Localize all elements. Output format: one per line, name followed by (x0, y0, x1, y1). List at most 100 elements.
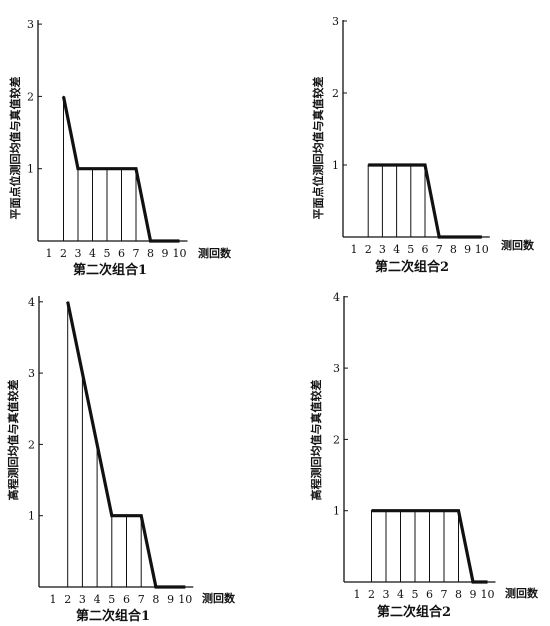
x-tick-label: 1 (354, 588, 361, 601)
data-point (396, 164, 398, 166)
x-tick-label: 3 (383, 588, 390, 601)
x-tick-label: 4 (94, 593, 101, 606)
x-tick-label: 7 (436, 243, 443, 256)
x-tick-label: 10 (475, 243, 489, 256)
x-axis-label: 测回数 (202, 591, 236, 605)
x-tick-label: 8 (450, 243, 457, 256)
data-point (486, 581, 489, 583)
data-point (367, 164, 369, 166)
x-tick-label: 7 (441, 588, 448, 601)
y-tick-label: 1 (28, 510, 35, 523)
y-axis-label: 平面点位测回均值与真值较差 (8, 77, 22, 220)
y-tick-label: 4 (333, 291, 340, 304)
x-tick-label: 4 (397, 588, 404, 601)
x-tick-label: 3 (75, 247, 82, 260)
x-tick-label: 10 (178, 593, 192, 606)
data-point (381, 164, 383, 166)
data-point (125, 515, 128, 517)
data-point (67, 301, 69, 303)
x-tick-label: 7 (138, 593, 145, 606)
data-point (149, 240, 152, 242)
data-point (77, 168, 79, 170)
x-tick-label: 1 (50, 593, 57, 606)
x-tick-label: 6 (426, 588, 433, 601)
x-tick-label: 9 (464, 243, 471, 256)
x-tick-label: 8 (152, 593, 159, 606)
data-point (452, 236, 454, 238)
y-tick-label: 1 (332, 159, 339, 172)
x-tick-label: 5 (407, 243, 414, 256)
data-point (135, 168, 137, 170)
x-tick-label: 1 (351, 243, 358, 256)
x-tick-label: 6 (123, 593, 130, 606)
x-tick-label: 2 (368, 588, 375, 601)
data-point (467, 236, 469, 238)
y-axis-label: 高程测回均值与真值较差 (6, 380, 20, 501)
x-tick-label: 3 (379, 243, 386, 256)
x-tick-label: 5 (412, 588, 419, 601)
y-tick-label: 1 (333, 505, 340, 518)
data-point (140, 515, 142, 517)
y-tick-label: 3 (28, 367, 35, 380)
chart-caption: 第二次组合2 (377, 604, 451, 620)
chart-caption: 第二次组合1 (76, 608, 150, 624)
data-point (81, 372, 83, 374)
data-point (170, 586, 172, 588)
y-tick-label: 3 (27, 18, 34, 31)
x-tick-label: 2 (365, 243, 372, 256)
data-point (457, 510, 460, 512)
y-tick-label: 3 (332, 15, 339, 28)
data-point (399, 510, 402, 512)
x-tick-label: 6 (118, 247, 125, 260)
data-point (424, 164, 426, 166)
y-tick-label: 3 (333, 362, 340, 375)
data-point (414, 510, 416, 512)
data-point (410, 164, 412, 166)
x-tick-label: 6 (422, 243, 429, 256)
data-point (184, 586, 186, 588)
x-tick-label: 10 (481, 588, 495, 601)
x-tick-label: 2 (60, 247, 67, 260)
data-point (96, 443, 98, 445)
x-tick-label: 9 (470, 588, 477, 601)
data-point (106, 168, 108, 170)
data-point (111, 515, 113, 517)
data-point (62, 95, 65, 97)
chart-caption: 第二次组合2 (375, 259, 449, 275)
y-tick-label: 2 (332, 87, 339, 100)
data-point (164, 240, 166, 242)
y-tick-label: 2 (333, 433, 340, 446)
y-tick-label: 2 (28, 438, 35, 451)
data-point (385, 510, 387, 512)
chart-caption: 第二次组合1 (73, 262, 147, 278)
x-tick-label: 1 (46, 247, 53, 260)
x-tick-label: 10 (173, 247, 187, 260)
data-point (155, 586, 157, 588)
y-tick-label: 1 (27, 163, 34, 176)
data-point (91, 168, 94, 170)
x-tick-label: 4 (89, 247, 96, 260)
y-tick-label: 4 (28, 296, 35, 309)
y-tick-label: 2 (27, 90, 34, 103)
x-tick-label: 8 (147, 247, 154, 260)
data-point (443, 510, 445, 512)
x-tick-label: 7 (133, 247, 140, 260)
data-point (178, 240, 181, 242)
x-tick-label: 4 (393, 243, 400, 256)
data-point (120, 168, 123, 170)
y-axis-label: 高程测回均值与真值较差 (309, 380, 323, 501)
x-axis-label: 测回数 (505, 586, 539, 600)
x-tick-label: 5 (108, 593, 115, 606)
data-point (481, 236, 483, 238)
x-axis-label: 测回数 (501, 238, 535, 252)
data-point (472, 581, 474, 583)
y-axis-label: 平面点位测回均值与真值较差 (311, 77, 325, 220)
x-axis-label: 测回数 (198, 246, 232, 260)
data-point (428, 510, 431, 512)
data-point (370, 510, 373, 512)
data-point (438, 236, 440, 238)
